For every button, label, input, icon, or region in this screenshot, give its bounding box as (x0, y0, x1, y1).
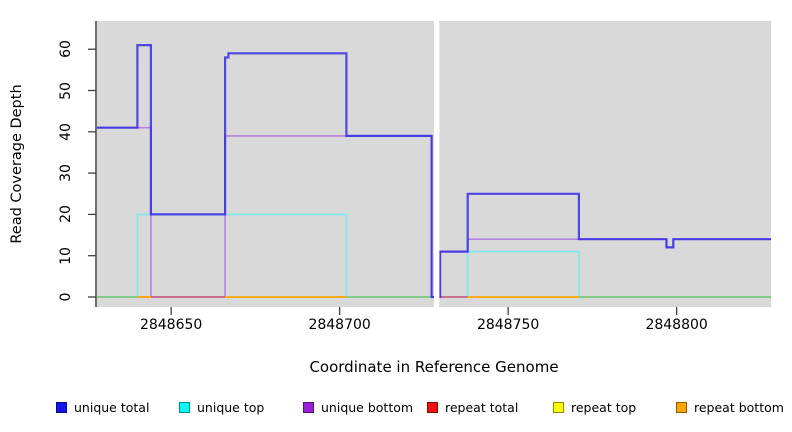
legend-label: unique total (74, 399, 150, 415)
legend-label: unique top (197, 399, 265, 415)
x-tick-label: 2848750 (476, 317, 540, 333)
legend-item-repeat-bottom: repeat bottom (676, 398, 784, 416)
legend-swatch-unique-bottom (303, 401, 314, 413)
legend-label: repeat bottom (694, 399, 784, 415)
y-tick-label: 20 (58, 205, 74, 224)
legend-label: unique bottom (321, 399, 414, 415)
y-tick-label: 50 (58, 81, 74, 100)
legend-item-repeat-total: repeat total (427, 398, 518, 416)
legend-swatch-unique-total (56, 401, 67, 413)
x-axis-title: Coordinate in Reference Genome (309, 358, 559, 376)
coverage-line-unique-total (97, 43, 771, 299)
legend-swatch-repeat-top (553, 401, 564, 413)
no-data-gap-band (434, 19, 440, 307)
legend-item-repeat-top: repeat top (553, 398, 636, 416)
legend-item-unique-bottom: unique bottom (303, 398, 413, 416)
legend-swatch-unique-top (179, 401, 190, 413)
y-tick-label: 30 (58, 164, 74, 183)
legend-swatch-repeat-bottom (676, 401, 687, 413)
y-axis-title: Read Coverage Depth (9, 84, 25, 244)
x-tick-label: 2848800 (645, 317, 708, 333)
y-tick-label: 0 (58, 292, 74, 302)
chart-legend: unique total unique top unique bottom repea… (0, 398, 792, 420)
legend-item-unique-top: unique top (179, 398, 264, 416)
x-tick-label: 2848650 (139, 317, 203, 333)
legend-label: repeat top (571, 399, 637, 415)
legend-label: repeat total (445, 399, 519, 415)
legend-item-unique-total: unique total (56, 398, 149, 416)
x-tick-label: 2848700 (308, 317, 371, 333)
y-tick-label: 40 (58, 122, 74, 141)
y-tick-label: 10 (58, 246, 74, 265)
legend-swatch-repeat-total (427, 401, 438, 413)
y-tick-label: 60 (58, 40, 74, 59)
